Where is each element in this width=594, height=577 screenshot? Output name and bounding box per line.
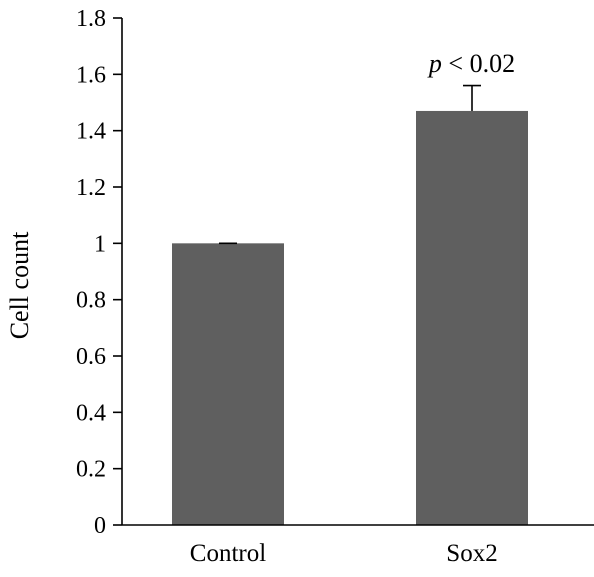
x-category-label: Control: [190, 540, 266, 567]
p-value-text: < 0.02: [442, 49, 515, 78]
y-tick-label: 1.6: [76, 62, 106, 88]
y-axis-title: Cell count: [5, 231, 34, 339]
bars-layer: [172, 110, 528, 526]
y-tick-label: 0.6: [76, 344, 106, 370]
y-tick-label: 0.8: [76, 288, 106, 314]
x-category-label: Sox2: [446, 540, 497, 567]
category-labels: Control Sox2: [190, 540, 498, 567]
axes-layer: [121, 18, 594, 526]
p-value-symbol: p: [427, 49, 442, 78]
annotations: p < 0.02: [427, 49, 515, 78]
error-bars-layer: [219, 84, 481, 245]
y-tick-label: 0.2: [76, 457, 106, 483]
bar-control: [172, 243, 284, 526]
y-tick-label: 1: [94, 231, 106, 257]
y-tick-label: 0.4: [76, 400, 106, 426]
y-tick-label: 1.4: [76, 119, 106, 145]
y-ticks: 0 0.2 0.4 0.6 0.8 1 1.2 1.4 1.6 1.8: [76, 6, 122, 539]
p-value-annotation: p < 0.02: [427, 49, 515, 78]
y-tick-label: 0: [94, 513, 106, 539]
y-tick-label: 1.2: [76, 175, 106, 201]
bar-sox2: [416, 110, 528, 525]
y-tick-label: 1.8: [76, 6, 106, 32]
